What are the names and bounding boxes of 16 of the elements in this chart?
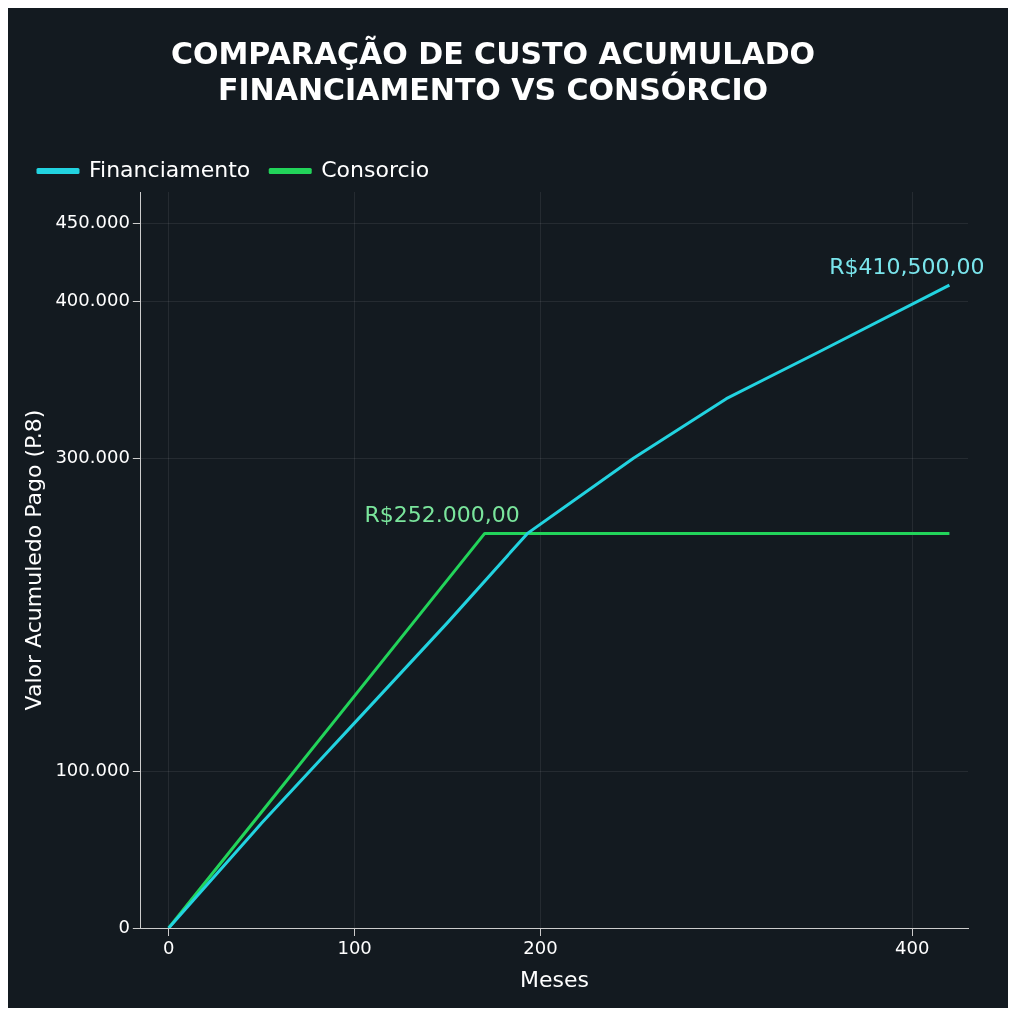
legend-label: Financiamento [89,156,251,182]
x-tick-label: 0 [162,937,175,959]
x-tick-label: 100 [337,937,372,959]
x-axis-title: Meses [519,966,589,992]
y-tick-label: 400.000 [55,289,130,311]
y-axis-title: Valor Acumuledo Pago (P.8) [20,409,46,711]
y-tick-label: 450.000 [55,210,130,232]
annotation: R$410,500,00 [829,253,985,279]
y-tick-label: 0 [118,915,130,937]
chart-title: COMPARAÇÃO DE CUSTO ACUMULADO FINANCIAMENTO VS CONSÓRCIO [170,34,816,107]
legend-label: Consorcio [321,156,430,182]
y-tick-label: 300.000 [55,445,130,467]
annotation: R$252.000,00 [364,502,520,528]
x-tick-label: 200 [523,937,558,959]
x-tick-label: 400 [895,937,930,959]
y-tick-label: 100.000 [55,759,130,781]
